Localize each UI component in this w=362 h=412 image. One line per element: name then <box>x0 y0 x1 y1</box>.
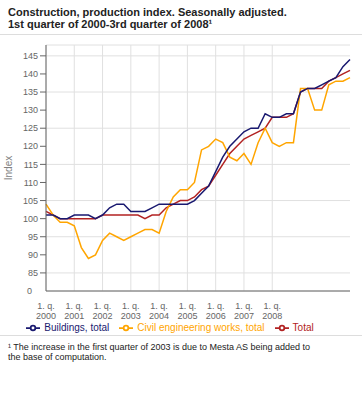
svg-text:1. q.2008: 1. q.2008 <box>262 301 282 321</box>
svg-text:130: 130 <box>23 105 38 115</box>
svg-text:1. q.2005: 1. q.2005 <box>177 301 197 321</box>
html-text:1st quarter of 2000-3rd quarte: 1st quarter of 2000-3rd quarter of 2008¹ <box>8 18 213 30</box>
svg-text:100: 100 <box>23 214 38 224</box>
svg-text:95: 95 <box>28 232 38 242</box>
svg-text:1. q.2004: 1. q.2004 <box>149 301 169 321</box>
svg-text:85: 85 <box>28 268 38 278</box>
html-text:Total: Total <box>292 321 314 333</box>
svg-text:115: 115 <box>24 160 38 170</box>
svg-text:0: 0 <box>27 286 32 296</box>
svg-text:105: 105 <box>23 196 38 206</box>
svg-text:1. q.2002: 1. q.2002 <box>93 301 113 321</box>
svg-text:135: 135 <box>23 87 38 97</box>
svg-text:145: 145 <box>23 51 38 61</box>
html-text:Buildings, total: Buildings, total <box>44 321 110 333</box>
svg-text:1. q.2003: 1. q.2003 <box>121 301 141 321</box>
svg-text:110: 110 <box>24 178 38 188</box>
html-text:¹ The increase in the first qu: ¹ The increase in the first quarter of 2… <box>8 342 310 362</box>
svg-text:1. q.2000: 1. q.2000 <box>36 301 56 321</box>
svg-text:125: 125 <box>23 123 38 133</box>
svg-text:90: 90 <box>28 250 38 260</box>
svg-text:120: 120 <box>23 141 38 151</box>
svg-text:1. q.2007: 1. q.2007 <box>234 301 254 321</box>
html-text:Construction, production index: Construction, production index. Seasonal… <box>8 6 287 18</box>
svg-text:140: 140 <box>23 69 38 79</box>
svg-text:1. q.2001: 1. q.2001 <box>64 301 84 321</box>
html-text:Civil engineering works, total: Civil engineering works, total <box>137 321 265 333</box>
svg-text:Index: Index <box>8 156 14 180</box>
svg-text:1. q.2006: 1. q.2006 <box>206 301 226 321</box>
